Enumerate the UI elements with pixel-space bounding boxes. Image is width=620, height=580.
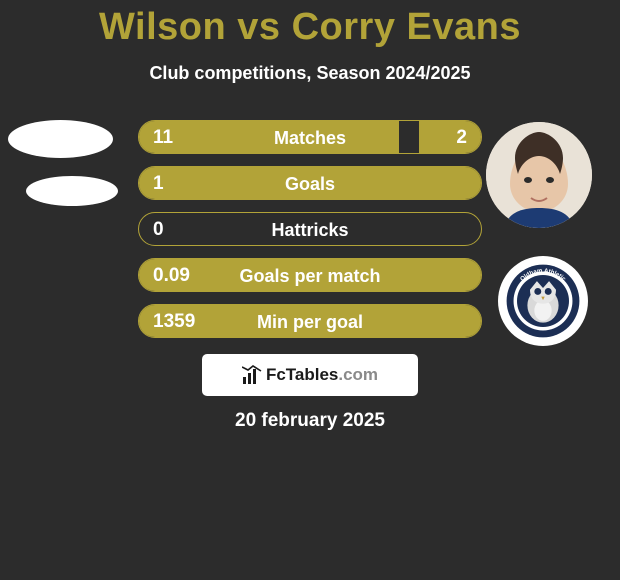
- stat-label: Goals per match: [239, 259, 380, 292]
- player-photo-icon: [486, 122, 592, 228]
- player-left-photo: [8, 120, 113, 158]
- stat-row: 1359 Min per goal: [138, 304, 482, 338]
- bar-chart-icon: [242, 365, 262, 385]
- brand-suffix: .com: [338, 365, 378, 384]
- player-left-crest: [26, 176, 118, 206]
- club-crest-icon: Oldham Athletic: [504, 262, 582, 340]
- stat-row: 1 Goals: [138, 166, 482, 200]
- stat-label: Min per goal: [257, 305, 363, 338]
- stat-value-left: 0.09: [153, 259, 190, 292]
- stat-value-left: 11: [153, 121, 173, 154]
- stat-row: 0.09 Goals per match: [138, 258, 482, 292]
- stat-value-left: 0: [153, 213, 164, 246]
- date-text: 20 february 2025: [0, 410, 620, 432]
- brand-pill: FcTables.com: [202, 354, 418, 396]
- page-title: Wilson vs Corry Evans: [0, 0, 620, 49]
- stat-row: 11 2 Matches: [138, 120, 482, 154]
- stat-label: Matches: [274, 121, 346, 154]
- brand-text: FcTables.com: [266, 365, 378, 385]
- stat-row: 0 Hattricks: [138, 212, 482, 246]
- brand-name: FcTables: [266, 365, 338, 384]
- stat-value-left: 1359: [153, 305, 195, 338]
- stat-value-left: 1: [153, 167, 164, 200]
- stat-fill-right: [419, 121, 481, 153]
- stat-bars: 11 2 Matches 1 Goals 0 Hattricks 0.09 Goals per …: [138, 120, 482, 350]
- stat-label: Hattricks: [271, 213, 348, 246]
- stat-label: Goals: [285, 167, 335, 200]
- player-right-crest: Oldham Athletic: [498, 256, 588, 346]
- player-right-photo: [486, 122, 592, 228]
- stat-fill-left: [139, 121, 399, 153]
- subtitle: Club competitions, Season 2024/2025: [0, 63, 620, 84]
- stat-value-right: 2: [456, 121, 467, 154]
